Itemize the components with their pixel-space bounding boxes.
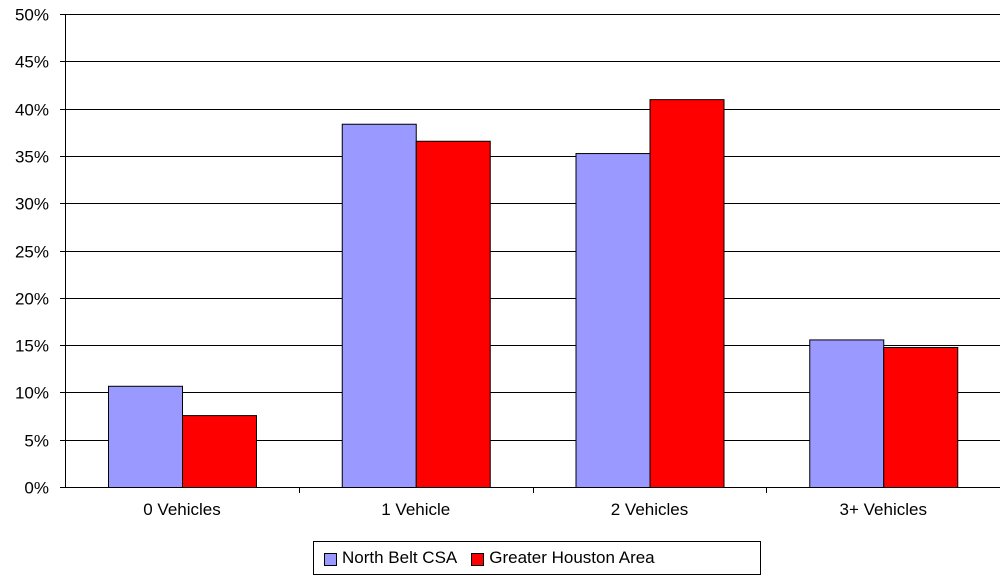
grid-lines	[65, 14, 1000, 441]
y-tick-label: 5%	[24, 432, 49, 451]
legend-swatch-north-belt	[324, 552, 337, 566]
bar-north-belt-2	[575, 153, 651, 488]
bar-north-belt-0	[108, 385, 183, 489]
legend-item-greater-houston: Greater Houston Area	[471, 548, 655, 568]
y-tick-label: 45%	[15, 53, 49, 72]
y-tick-label: 30%	[15, 195, 49, 214]
bar-greater-houston-0	[182, 415, 257, 489]
legend-label-greater-houston: Greater Houston Area	[489, 548, 655, 567]
axes	[60, 14, 1000, 493]
legend-swatch-greater-houston	[471, 552, 485, 566]
y-tick-label: 50%	[15, 6, 49, 25]
x-tick-label: 3+ Vehicles	[840, 500, 927, 519]
y-tick-label: 10%	[15, 384, 49, 403]
y-tick-label: 0%	[24, 479, 49, 498]
y-tick-label: 15%	[15, 337, 49, 356]
bar-north-belt-3	[809, 339, 885, 489]
y-tick-label: 40%	[15, 101, 49, 120]
bar-chart: 0% 5% 10% 15% 20% 25% 30% 35% 40% 45% 50% 0 Vehicle…	[15, 6, 1000, 520]
legend: North Belt CSA Greater Houston Area	[313, 541, 761, 575]
bar-greater-houston-2	[649, 99, 725, 488]
tick-labels: 0% 5% 10% 15% 20% 25% 30% 35% 40% 45% 50% 0 Vehicle…	[15, 6, 927, 520]
bar-greater-houston-1	[415, 140, 491, 488]
bars	[108, 99, 959, 489]
x-tick-label: 2 Vehicles	[611, 500, 689, 519]
y-tick-label: 20%	[15, 290, 49, 309]
y-tick-label: 25%	[15, 243, 49, 262]
legend-item-north-belt: North Belt CSA	[324, 548, 457, 568]
bar-greater-houston-3	[883, 346, 959, 488]
x-tick-label: 0 Vehicles	[143, 500, 221, 519]
bar-north-belt-1	[341, 123, 417, 489]
x-tick-label: 1 Vehicle	[381, 500, 450, 519]
legend-label-north-belt: North Belt CSA	[342, 548, 458, 567]
y-tick-label: 35%	[15, 148, 49, 167]
